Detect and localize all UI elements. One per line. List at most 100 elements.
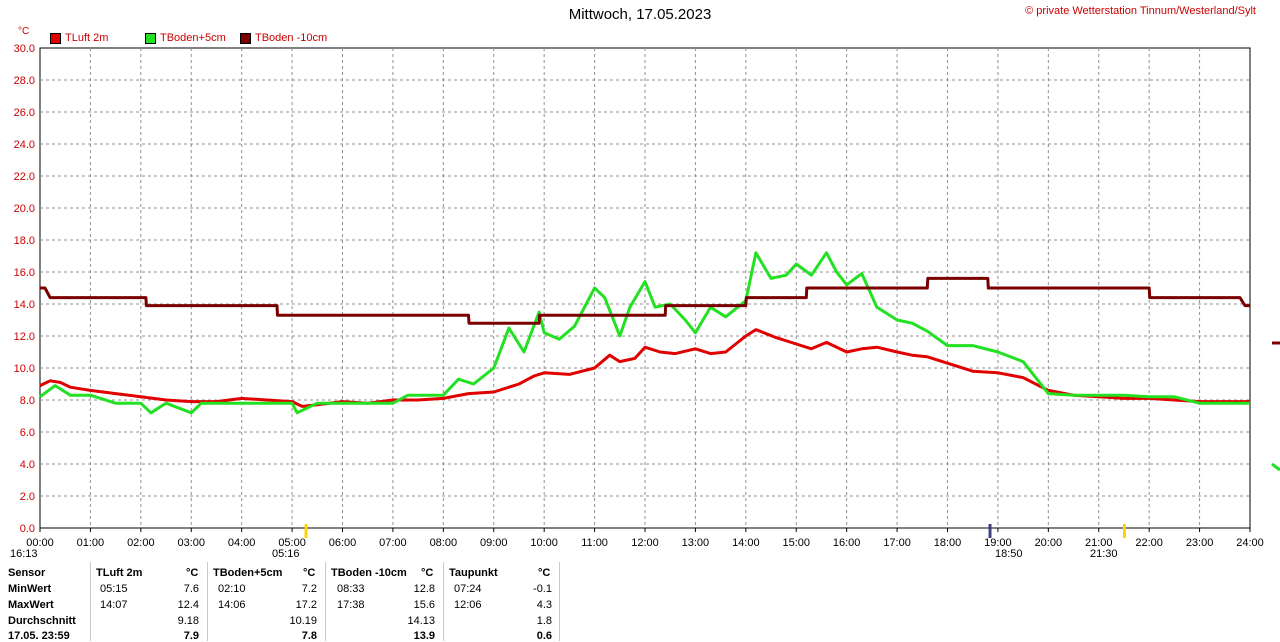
- y-tick-label: 26.0: [14, 107, 35, 119]
- stats-cell: 9.18: [177, 615, 199, 627]
- x-tick-label: 00:00: [26, 537, 54, 549]
- x-tick-label: 02:00: [127, 537, 155, 549]
- y-tick-label: 20.0: [14, 203, 35, 215]
- stats-cell: 13.9: [413, 630, 435, 642]
- stats-cell: 07:24: [454, 583, 482, 595]
- stats-cell: 7.2: [301, 583, 317, 595]
- y-tick-label: 16.0: [14, 267, 35, 279]
- stats-header-tb10: TBoden -10cm: [331, 567, 407, 579]
- stats-divider: [325, 562, 326, 641]
- stats-cell: -0.1: [533, 583, 552, 595]
- series-line-2: [40, 276, 1250, 325]
- stats-header-tau: Taupunkt: [449, 567, 498, 579]
- legend-label-tboden5: TBoden+5cm: [160, 32, 226, 44]
- x-tick-label: 20:00: [1035, 537, 1063, 549]
- stats-cell: 4.3: [536, 599, 552, 611]
- x-tick-label: 01:00: [77, 537, 105, 549]
- y-tick-label: 2.0: [20, 491, 35, 503]
- stats-cell: 14.13: [407, 615, 435, 627]
- stats-cell: 17.2: [295, 599, 317, 611]
- stats-cell: 10.19: [289, 615, 317, 627]
- stats-cell: 0.6: [536, 630, 552, 642]
- stats-cell: 17:38: [337, 599, 365, 611]
- legend-item-tboden5: TBoden+5cm: [145, 31, 226, 45]
- x-tick-label: 14:00: [732, 537, 760, 549]
- stats-cell: 05:15: [100, 583, 128, 595]
- y-tick-label: 8.0: [20, 395, 35, 407]
- stats-row-label: 17.05. 23:59: [8, 630, 70, 642]
- legend-item-tluft: TLuft 2m: [50, 31, 108, 45]
- stats-divider: [443, 562, 444, 641]
- y-tick-label: 22.0: [14, 171, 35, 183]
- series-line-1: [39, 251, 1250, 415]
- x-tick-label: 08:00: [430, 537, 458, 549]
- x-tick-label: 21:00: [1085, 537, 1113, 549]
- y-tick-label: 28.0: [14, 75, 35, 87]
- chart-title: Mittwoch, 17.05.2023: [568, 6, 712, 23]
- stats-cell: 15.6: [413, 599, 435, 611]
- y-tick-label: 4.0: [20, 459, 35, 471]
- sunrise-time: 05:16: [272, 548, 300, 560]
- stats-header-tau-unit: °C: [538, 567, 551, 579]
- x-tick-label: 24:00: [1236, 537, 1264, 549]
- x-tick-label: 19:00: [984, 537, 1012, 549]
- stats-cell: 7.8: [301, 630, 317, 642]
- x-tick-label: 03:00: [177, 537, 205, 549]
- sunrise-marker: [304, 524, 308, 538]
- x-tick-label: 13:00: [682, 537, 710, 549]
- y-tick-label: 18.0: [14, 235, 35, 247]
- stats-header-tluft-unit: °C: [186, 567, 199, 579]
- legend-swatch-tboden5: [145, 32, 156, 44]
- legend-label-tboden10: TBoden -10cm: [255, 32, 328, 44]
- y-tick-label: 0.0: [20, 523, 35, 535]
- y-tick-label: 10.0: [14, 363, 35, 375]
- stats-cell: 02:10: [218, 583, 246, 595]
- sunset-marker: [988, 524, 992, 538]
- y-unit-label: °C: [18, 26, 30, 37]
- right-edge-marker: [1271, 462, 1280, 472]
- legend-swatch-tluft: [50, 32, 61, 44]
- stats-header-tb10-unit: °C: [421, 567, 434, 579]
- stats-divider: [559, 562, 560, 641]
- stats-cell: 14:07: [100, 599, 128, 611]
- stats-cell: 7.6: [183, 583, 199, 595]
- y-tick-label: 12.0: [14, 331, 35, 343]
- y-tick-label: 14.0: [14, 299, 35, 311]
- stats-table: Sensor TLuft 2m °C TBoden+5cm °C TBoden …: [0, 562, 560, 642]
- stats-cell: 1.8: [536, 615, 552, 627]
- x-tick-label: 11:00: [581, 537, 608, 549]
- y-tick-label: 30.0: [14, 43, 35, 55]
- stats-header-tb5-unit: °C: [303, 567, 316, 579]
- stats-cell: 12:06: [454, 599, 482, 611]
- stats-row-label: MaxWert: [8, 599, 54, 611]
- series-line-0: [39, 328, 1250, 408]
- legend-label-tluft: TLuft 2m: [65, 32, 109, 44]
- x-tick-label: 23:00: [1186, 537, 1214, 549]
- moonrise-marker: [1122, 524, 1126, 538]
- stats-header-tb5: TBoden+5cm: [213, 567, 283, 579]
- y-tick-label: 24.0: [14, 139, 35, 151]
- x-tick-label: 16:00: [833, 537, 861, 549]
- stats-cell: 7.9: [183, 630, 199, 642]
- moonset-time: 16:13: [10, 548, 38, 560]
- stats-row-label: Durchschnitt: [8, 615, 76, 627]
- stats-cell: 12.8: [413, 583, 435, 595]
- x-tick-label: 05:00: [278, 537, 306, 549]
- x-tick-label: 15:00: [782, 537, 810, 549]
- legend-item-tboden10: TBoden -10cm: [240, 31, 327, 45]
- sunset-time: 18:50: [995, 548, 1023, 560]
- temperature-chart: 0.0 2.0 4.0 6.0 8.0 10.0 12.0 14.0 16.0 18.0 20.0 2…: [14, 43, 1280, 549]
- x-tick-label: 22:00: [1135, 537, 1163, 549]
- x-tick-label: 18:00: [934, 537, 962, 549]
- x-tick-label: 09:00: [480, 537, 508, 549]
- copyright-text: © private Wetterstation Tinnum/Westerlan…: [1025, 5, 1256, 17]
- legend-swatch-tboden10: [240, 32, 251, 44]
- stats-cell: 08:33: [337, 583, 365, 595]
- stats-cell: 12.4: [177, 599, 199, 611]
- stats-header-tluft: TLuft 2m: [96, 567, 143, 579]
- moonrise-time: 21:30: [1090, 548, 1118, 560]
- x-tick-label: 17:00: [883, 537, 911, 549]
- stats-divider: [90, 562, 91, 641]
- x-tick-label: 06:00: [329, 537, 357, 549]
- x-tick-label: 04:00: [228, 537, 256, 549]
